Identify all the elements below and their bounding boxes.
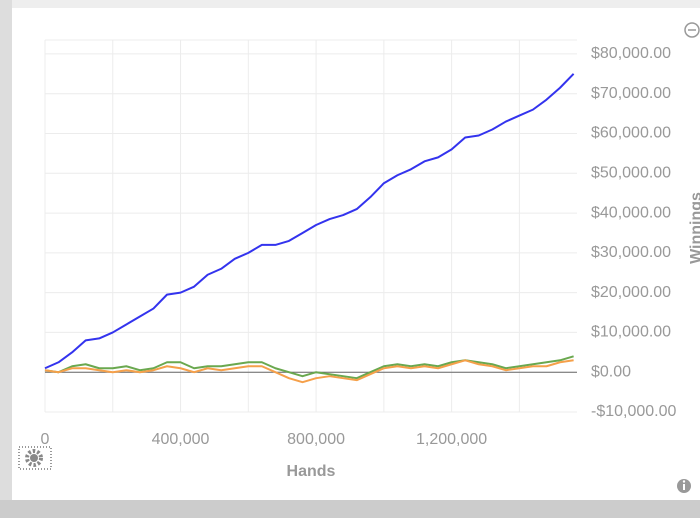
x-tick-label: 800,000 (287, 431, 345, 448)
y-tick-label: $70,000.00 (591, 85, 671, 102)
x-tick-label: 1,200,000 (416, 431, 487, 448)
info-icon[interactable] (677, 479, 691, 493)
collapse-icon[interactable] (684, 22, 700, 38)
y-tick-label: $30,000.00 (591, 244, 671, 261)
y-tick-label: $60,000.00 (591, 125, 671, 142)
y-tick-label: $80,000.00 (591, 45, 671, 62)
top-strip (0, 0, 700, 8)
series-line (44, 359, 574, 384)
y-axis-title: Winnings (688, 192, 700, 264)
plot: -$10,000.00 $0.00 $10,000.00 $20,000.00 $30,… (41, 39, 677, 448)
left-border (0, 0, 12, 518)
x-axis-title: Hands (287, 463, 336, 480)
y-tick-label: $0.00 (591, 363, 631, 380)
y-tick-label: -$10,000.00 (591, 403, 677, 420)
x-tick-label: 0 (41, 431, 50, 448)
y-tick-label: $50,000.00 (591, 165, 671, 182)
settings-button[interactable] (18, 446, 52, 470)
series-line (44, 355, 574, 380)
y-tick-label: $20,000.00 (591, 284, 671, 301)
y-tick-label: $10,000.00 (591, 324, 671, 341)
series-line (44, 73, 575, 370)
y-tick-label: $40,000.00 (591, 204, 671, 221)
bottom-bar (0, 500, 700, 518)
x-tick-label: 400,000 (152, 431, 210, 448)
